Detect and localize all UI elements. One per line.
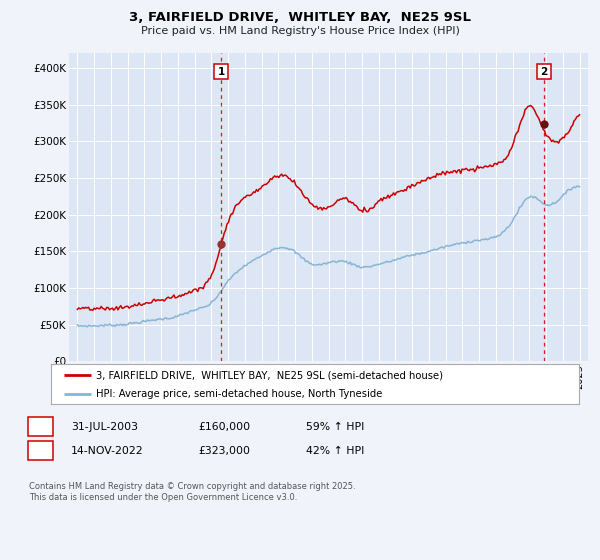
Text: HPI: Average price, semi-detached house, North Tyneside: HPI: Average price, semi-detached house,… <box>96 389 382 399</box>
Text: Price paid vs. HM Land Registry's House Price Index (HPI): Price paid vs. HM Land Registry's House … <box>140 26 460 36</box>
Text: £323,000: £323,000 <box>198 446 250 456</box>
Text: 1: 1 <box>217 67 224 77</box>
Text: 2: 2 <box>541 67 548 77</box>
Text: £160,000: £160,000 <box>198 422 250 432</box>
Text: 59% ↑ HPI: 59% ↑ HPI <box>306 422 364 432</box>
Text: 2: 2 <box>37 446 44 456</box>
Text: 42% ↑ HPI: 42% ↑ HPI <box>306 446 364 456</box>
Text: 31-JUL-2003: 31-JUL-2003 <box>71 422 138 432</box>
Text: Contains HM Land Registry data © Crown copyright and database right 2025.
This d: Contains HM Land Registry data © Crown c… <box>29 482 355 502</box>
Text: 3, FAIRFIELD DRIVE,  WHITLEY BAY,  NE25 9SL: 3, FAIRFIELD DRIVE, WHITLEY BAY, NE25 9S… <box>129 11 471 24</box>
Text: 1: 1 <box>37 422 44 432</box>
Text: 14-NOV-2022: 14-NOV-2022 <box>71 446 143 456</box>
Text: 3, FAIRFIELD DRIVE,  WHITLEY BAY,  NE25 9SL (semi-detached house): 3, FAIRFIELD DRIVE, WHITLEY BAY, NE25 9S… <box>96 370 443 380</box>
